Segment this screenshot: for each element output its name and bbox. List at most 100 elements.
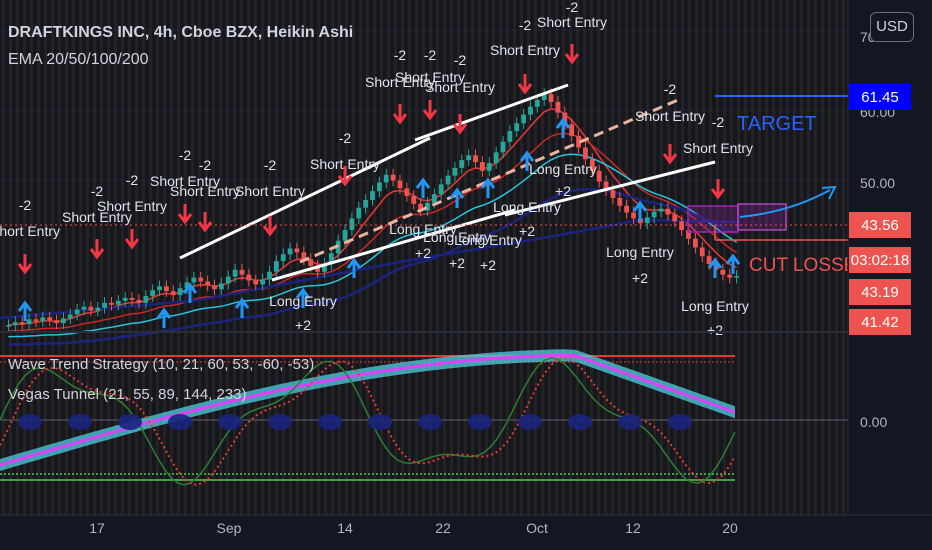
short-arrow-icon xyxy=(662,153,678,165)
candle xyxy=(548,94,554,102)
session-stripe xyxy=(737,0,740,515)
candle xyxy=(273,261,279,272)
minus-two-label: -2 xyxy=(712,114,725,130)
session-stripe xyxy=(107,0,110,515)
candle xyxy=(390,174,396,181)
candle xyxy=(26,319,32,325)
session-stripe xyxy=(338,0,341,515)
long-arrow-icon xyxy=(725,253,741,265)
session-stripe xyxy=(51,0,54,515)
candle xyxy=(541,94,547,100)
session-stripe xyxy=(37,0,40,515)
momentum-blob xyxy=(218,414,242,430)
session-stripe xyxy=(30,0,33,515)
price-label-text: 03:02:18 xyxy=(851,252,909,269)
candle xyxy=(115,300,121,305)
session-stripe xyxy=(828,0,831,515)
session-stripe xyxy=(44,0,47,515)
session-stripe xyxy=(219,0,222,515)
session-stripe xyxy=(324,0,327,515)
candle xyxy=(411,196,417,204)
candle xyxy=(19,322,25,325)
session-stripe xyxy=(562,0,565,515)
candle xyxy=(260,279,265,285)
session-stripe xyxy=(751,0,754,515)
plus-two-label: +2 xyxy=(415,245,431,261)
long-arrow-icon xyxy=(234,297,250,309)
candle xyxy=(658,208,664,212)
trend-lines xyxy=(179,83,716,282)
session-stripe xyxy=(772,0,775,515)
time-tick-label: Oct xyxy=(526,520,548,536)
session-stripe xyxy=(653,0,656,515)
session-stripe xyxy=(156,0,159,515)
session-stripe xyxy=(58,0,61,515)
minus-two-label: -2 xyxy=(566,0,579,15)
candle xyxy=(528,106,533,115)
session-stripe xyxy=(65,0,68,515)
session-stripe xyxy=(198,0,201,515)
candle xyxy=(363,199,369,208)
candle xyxy=(294,248,300,253)
session-stripe xyxy=(366,0,369,515)
candle xyxy=(624,205,630,213)
session-stripe xyxy=(16,0,19,515)
minus-two-label: -2 xyxy=(179,147,192,163)
candle xyxy=(644,217,650,224)
long-entry-label: Long Entry xyxy=(606,244,674,260)
candle xyxy=(500,141,506,153)
candle xyxy=(720,269,726,275)
session-stripe xyxy=(415,0,418,515)
plus-two-label: +2 xyxy=(449,255,465,271)
session-stripe xyxy=(443,0,446,515)
ema-line-22 xyxy=(8,153,738,338)
session-stripe xyxy=(142,0,145,515)
session-stripe xyxy=(100,0,103,515)
session-stripe xyxy=(590,0,593,515)
candle xyxy=(589,159,595,171)
short-arrow-icon xyxy=(422,109,438,121)
session-stripe xyxy=(121,0,124,515)
time-tick-label: 20 xyxy=(722,520,738,536)
candle xyxy=(54,320,59,324)
candle xyxy=(218,283,224,290)
long-arrow-icon xyxy=(707,257,723,269)
long-entry-label: Long Entry xyxy=(269,293,337,309)
session-stripe xyxy=(702,0,705,515)
price-tick-label: 50.00 xyxy=(860,175,895,191)
session-stripe xyxy=(450,0,453,515)
price-label-box xyxy=(849,84,911,110)
candle xyxy=(232,269,238,277)
candle xyxy=(603,181,609,191)
time-tick-label: 22 xyxy=(435,520,451,536)
long-arrow-icon xyxy=(295,287,311,299)
short-arrow-icon xyxy=(124,238,140,250)
session-stripe xyxy=(499,0,502,515)
short-arrow-icon xyxy=(262,225,278,237)
candle xyxy=(576,135,581,148)
long-arrow-icon xyxy=(17,300,33,312)
session-stripe xyxy=(786,0,789,515)
momentum-blob xyxy=(668,414,692,430)
candle xyxy=(95,307,101,311)
short-entry-label: Short Entry xyxy=(395,69,465,85)
candle xyxy=(383,174,389,183)
session-stripe xyxy=(723,0,726,515)
session-stripe xyxy=(660,0,663,515)
session-stripe xyxy=(387,0,390,515)
time-tick-label: 17 xyxy=(89,520,105,536)
short-entry-label: Short Entry xyxy=(365,74,435,90)
price-label-box xyxy=(849,309,911,335)
candle xyxy=(651,211,657,218)
position-box xyxy=(687,205,739,233)
candle xyxy=(734,276,739,278)
short-arrow-icon xyxy=(452,123,468,135)
session-stripe xyxy=(226,0,229,515)
momentum-blob xyxy=(518,414,542,430)
trend-line-lower xyxy=(271,208,516,282)
candles xyxy=(6,88,739,331)
candle xyxy=(349,218,355,231)
short-arrow-icon xyxy=(564,53,580,65)
currency-button[interactable]: USD xyxy=(870,12,914,42)
